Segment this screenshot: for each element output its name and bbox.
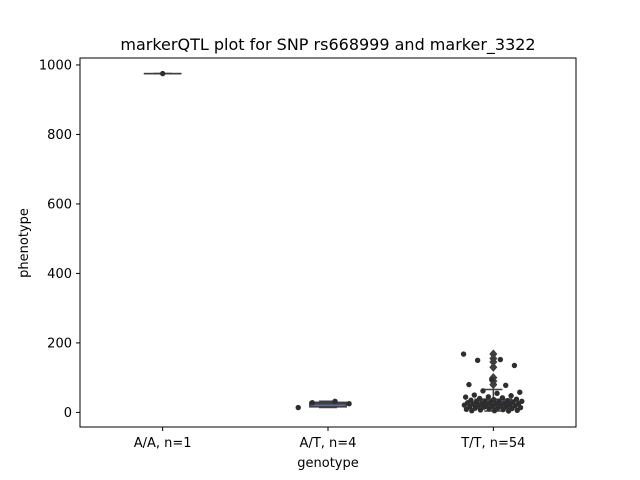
data-point xyxy=(346,401,352,407)
data-point xyxy=(469,407,475,414)
data-point xyxy=(497,356,504,363)
data-point xyxy=(159,70,166,77)
y-tick-label: 400 xyxy=(47,267,72,282)
data-point xyxy=(476,395,483,402)
data-point xyxy=(514,407,520,414)
data-point xyxy=(332,398,338,404)
data-point xyxy=(488,376,495,383)
y-axis: 0 200 400 600 800 1000 xyxy=(39,58,80,421)
data-point xyxy=(309,399,315,406)
y-tick-label: 0 xyxy=(64,406,72,421)
data-point xyxy=(295,404,301,411)
x-axis-label: genotype xyxy=(297,456,358,471)
data-point xyxy=(517,389,523,395)
x-tick-label: T/T, n=54 xyxy=(460,436,525,451)
data-point xyxy=(466,381,472,388)
data-point xyxy=(461,402,468,408)
data-point xyxy=(486,406,492,412)
data-point xyxy=(503,382,509,389)
x-axis: A/A, n=1 A/T, n=4 T/T, n=54 xyxy=(134,427,525,451)
data-point xyxy=(505,408,512,414)
y-tick-label: 200 xyxy=(47,336,72,351)
box-body xyxy=(309,401,347,408)
data-point xyxy=(494,390,500,396)
box-flier xyxy=(489,362,498,372)
data-point xyxy=(462,394,469,400)
data-point xyxy=(511,362,518,369)
y-axis-label: phenotype xyxy=(17,208,32,278)
data-point xyxy=(474,357,481,363)
data-point xyxy=(463,406,470,412)
y-tick-label: 800 xyxy=(47,128,72,143)
data-point xyxy=(477,407,484,413)
y-tick-label: 600 xyxy=(47,197,72,212)
box-flier xyxy=(489,380,498,390)
plot-marks xyxy=(143,70,525,414)
data-point xyxy=(480,388,486,394)
x-tick-label: A/T, n=4 xyxy=(300,436,357,451)
data-point xyxy=(500,406,506,413)
x-tick-label: A/A, n=1 xyxy=(134,436,192,451)
chart-title: markerQTL plot for SNP rs668999 and mark… xyxy=(120,35,535,55)
data-point xyxy=(491,407,498,414)
data-point xyxy=(508,393,514,399)
data-point xyxy=(460,351,467,357)
data-point xyxy=(499,395,506,401)
data-point xyxy=(471,392,478,398)
data-point xyxy=(485,394,492,400)
y-tick-label: 1000 xyxy=(39,58,72,73)
